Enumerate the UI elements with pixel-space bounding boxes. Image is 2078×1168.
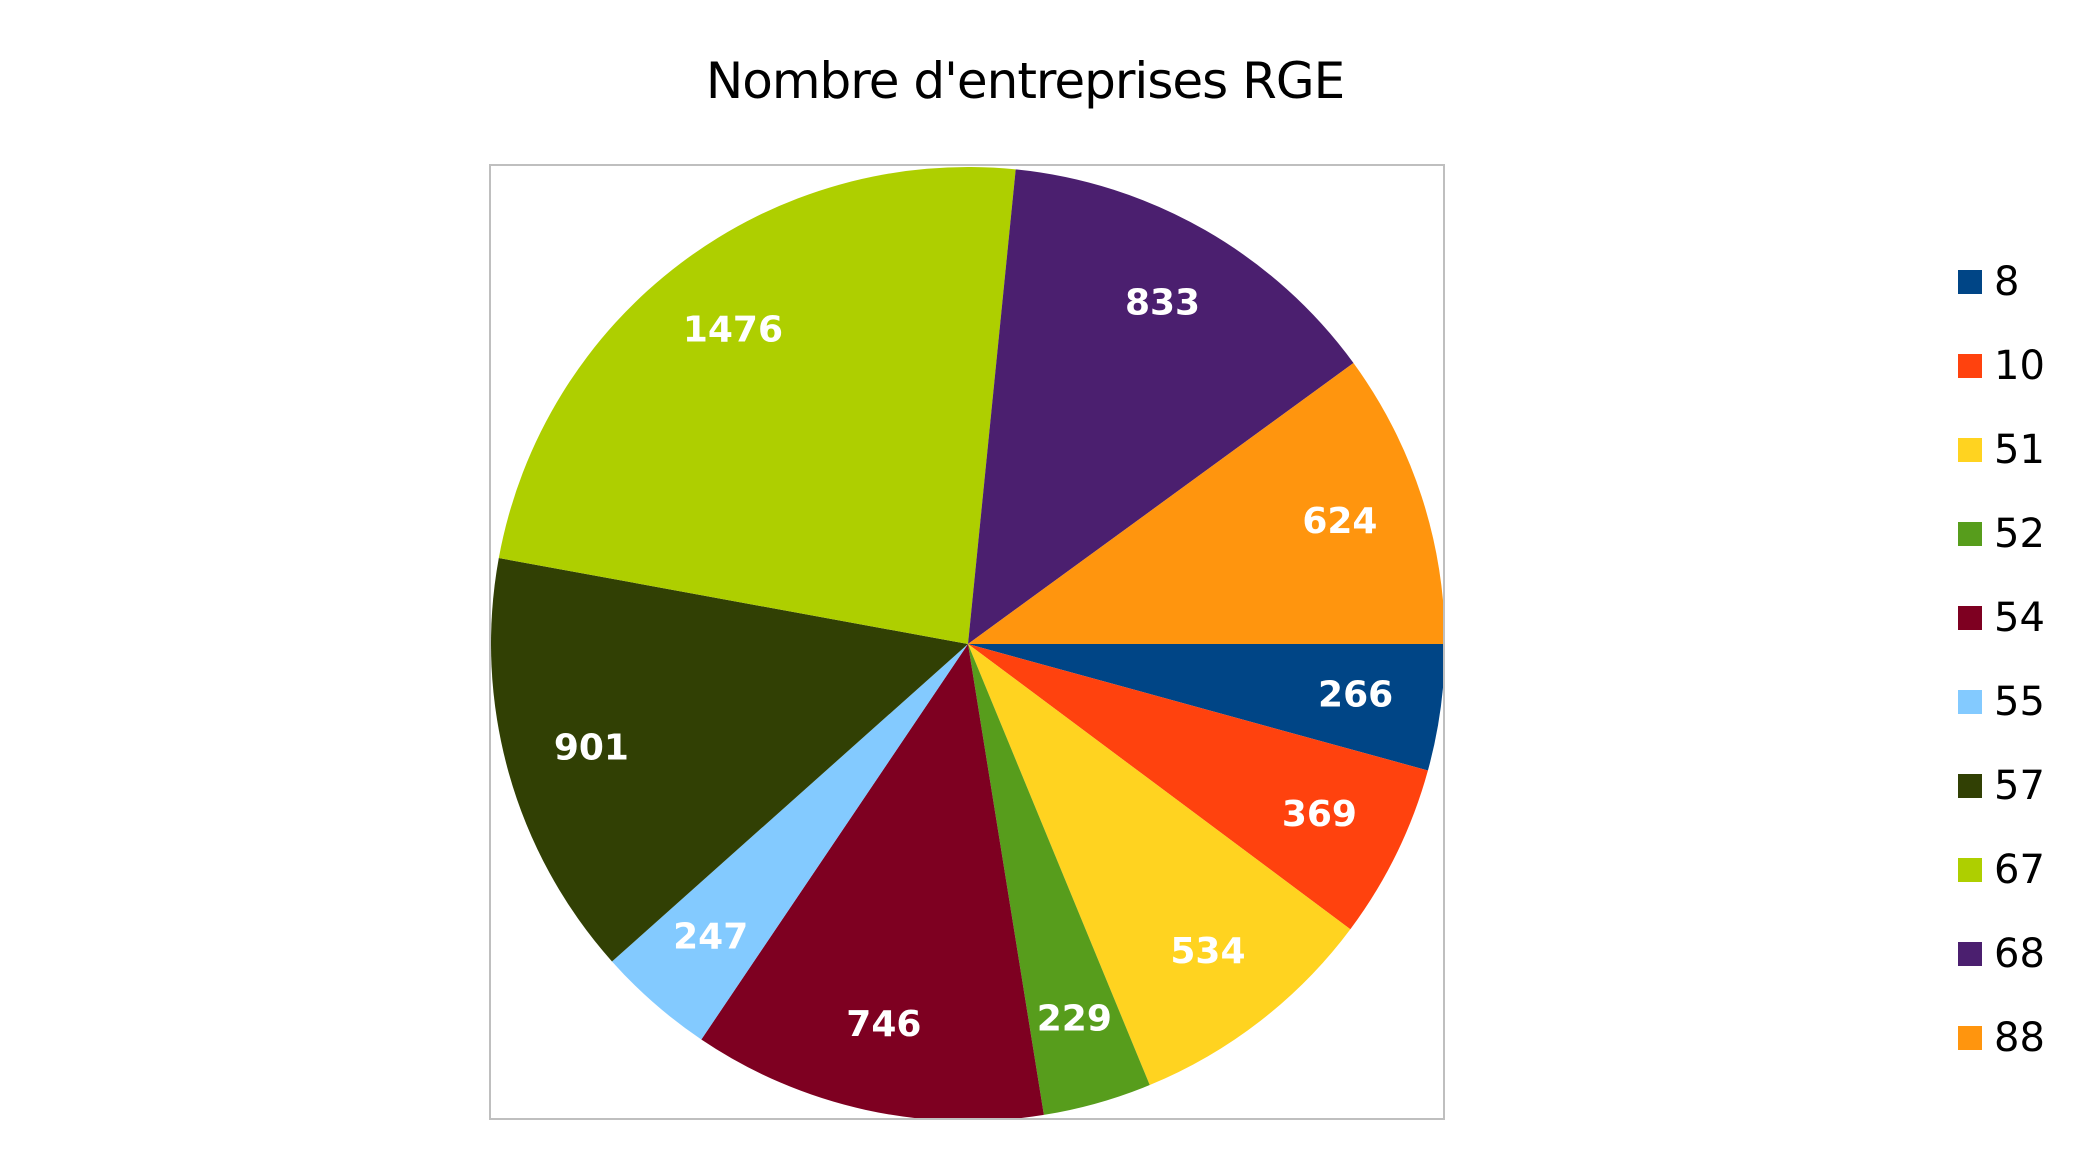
legend-label: 88 bbox=[1994, 1015, 2045, 1061]
legend-item: 55 bbox=[1958, 660, 2045, 744]
legend-item: 52 bbox=[1958, 492, 2045, 576]
legend-item: 10 bbox=[1958, 324, 2045, 408]
pie-slice-57 bbox=[491, 558, 968, 962]
legend-item: 88 bbox=[1958, 996, 2045, 1080]
data-label-54: 746 bbox=[846, 1004, 921, 1045]
legend-label: 68 bbox=[1994, 931, 2045, 977]
legend-item: 54 bbox=[1958, 576, 2045, 660]
legend-item: 68 bbox=[1958, 912, 2045, 996]
legend-swatch-icon bbox=[1958, 522, 1982, 546]
legend-item: 67 bbox=[1958, 828, 2045, 912]
legend-label: 52 bbox=[1994, 511, 2045, 557]
pie-slice-55 bbox=[611, 644, 968, 1040]
data-label-67: 1476 bbox=[683, 309, 783, 350]
legend-item: 57 bbox=[1958, 744, 2045, 828]
data-label-57: 901 bbox=[554, 728, 629, 769]
data-label-55: 247 bbox=[673, 917, 748, 958]
pie-slice-52 bbox=[968, 644, 1150, 1115]
legend-swatch-icon bbox=[1958, 858, 1982, 882]
legend-swatch-icon bbox=[1958, 354, 1982, 378]
data-label-51: 534 bbox=[1170, 931, 1245, 972]
legend-swatch-icon bbox=[1958, 690, 1982, 714]
legend-swatch-icon bbox=[1958, 438, 1982, 462]
data-label-8: 266 bbox=[1318, 674, 1393, 715]
legend-label: 10 bbox=[1994, 343, 2045, 389]
data-label-10: 369 bbox=[1282, 794, 1357, 835]
pie-chart: 266 369 534 229 746 247 901 1476 833 624 bbox=[491, 166, 1443, 1118]
legend-label: 54 bbox=[1994, 595, 2045, 641]
legend-swatch-icon bbox=[1958, 942, 1982, 966]
legend-label: 55 bbox=[1994, 679, 2045, 725]
legend-label: 57 bbox=[1994, 763, 2045, 809]
legend-swatch-icon bbox=[1958, 1026, 1982, 1050]
legend-label: 67 bbox=[1994, 847, 2045, 893]
data-label-88: 624 bbox=[1302, 501, 1377, 542]
legend-item: 51 bbox=[1958, 408, 2045, 492]
pie-slice-54 bbox=[701, 644, 1044, 1118]
legend-swatch-icon bbox=[1958, 606, 1982, 630]
legend-swatch-icon bbox=[1958, 774, 1982, 798]
pie-slice-88 bbox=[968, 363, 1443, 644]
legend-swatch-icon bbox=[1958, 270, 1982, 294]
legend: 8 10 51 52 54 55 57 67 68 88 bbox=[1958, 240, 2045, 1080]
legend-label: 8 bbox=[1994, 259, 2020, 305]
plot-area: 266 369 534 229 746 247 901 1476 833 624 bbox=[489, 164, 1445, 1120]
pie-slice-68 bbox=[968, 169, 1354, 644]
pie-slice-67 bbox=[498, 166, 1016, 644]
data-label-52: 229 bbox=[1037, 998, 1112, 1039]
pie-slice-10 bbox=[968, 644, 1428, 930]
pie-slice-51 bbox=[968, 644, 1351, 1086]
pie-slice-8 bbox=[968, 644, 1443, 771]
chart-title: Nombre d'entreprises RGE bbox=[705, 52, 1345, 110]
data-label-68: 833 bbox=[1125, 283, 1200, 324]
legend-item: 8 bbox=[1958, 240, 2045, 324]
legend-label: 51 bbox=[1994, 427, 2045, 473]
